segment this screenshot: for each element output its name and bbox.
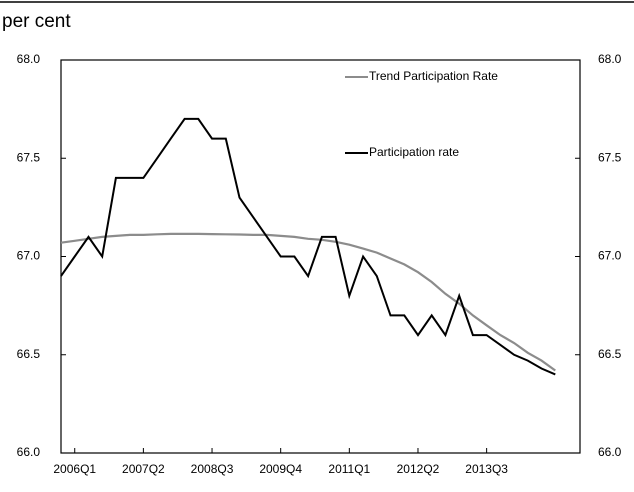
- y2-tick-label: 67.0: [598, 249, 622, 263]
- y-axis-label: per cent: [2, 11, 71, 32]
- y2-tick-label: 68.0: [598, 52, 622, 66]
- x-tick-label: 2006Q1: [53, 462, 96, 476]
- series-line: [60, 232, 556, 372]
- legend-label: Trend Participation Rate: [369, 69, 498, 83]
- x-tick-label: 2012Q2: [397, 462, 440, 476]
- y-tick-label: 66.0: [17, 445, 41, 459]
- plot-frame: [60, 59, 581, 454]
- x-tick-label: 2013Q3: [465, 462, 508, 476]
- x-tick-label: 2008Q3: [191, 462, 234, 476]
- y-tick-label: 66.5: [17, 347, 41, 361]
- x-tick-label: 2009Q4: [259, 462, 302, 476]
- x-tick-label: 2011Q1: [328, 462, 370, 476]
- series-line: [60, 117, 556, 376]
- x-tick-label: 2007Q2: [122, 462, 165, 476]
- y2-tick-label: 66.0: [598, 445, 622, 459]
- legend-label: Participation rate: [369, 145, 459, 159]
- y-tick-label: 67.0: [17, 249, 41, 263]
- y-tick-label: 67.5: [17, 150, 41, 164]
- y-tick-label: 68.0: [17, 52, 41, 66]
- y2-tick-label: 66.5: [598, 347, 622, 361]
- y2-tick-label: 67.5: [598, 150, 622, 164]
